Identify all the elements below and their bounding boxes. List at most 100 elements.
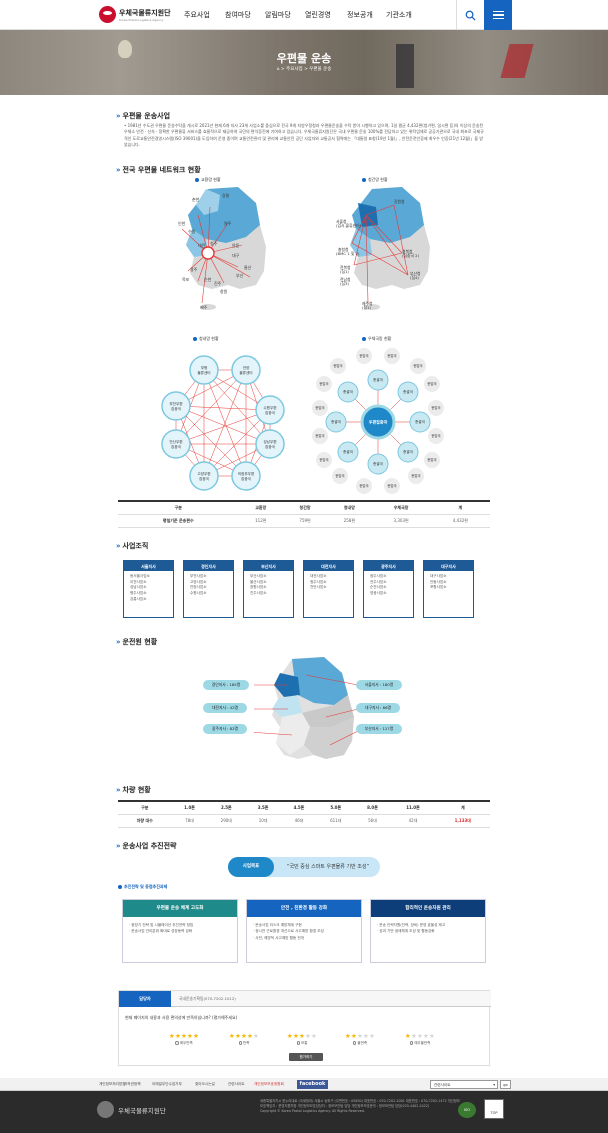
- office-item: 성남사업소: [130, 585, 147, 590]
- diagram-label-interregional: 청간망 현황: [362, 177, 388, 183]
- branch-offices: 동서울사업소 이천사업소 성남사업소 평주사업소 강릉사업소: [123, 571, 174, 618]
- branch-name: 경인지사: [183, 560, 234, 571]
- svg-text:(집4): (집4): [410, 275, 419, 280]
- central-hub-node: [360, 404, 396, 440]
- svg-text:(집1): (집1): [340, 269, 349, 274]
- svg-text:현업국: 현업국: [427, 381, 436, 386]
- svg-text:현업국: 현업국: [387, 353, 396, 358]
- strategy-title: 합리적인 운송자원 관리: [371, 900, 485, 917]
- nav-item[interactable]: 열린경영: [305, 11, 331, 19]
- diagram-label-intraregional: 청내망 현황: [193, 336, 219, 342]
- submit-rating-button[interactable]: 평가하기: [289, 1053, 323, 1061]
- survey-question: 현재 페이지의 내용과 사용 편의성에 만족하십니까? (평가해주세요): [125, 1015, 238, 1020]
- rating-option[interactable]: ★★★★★ 매우만족: [159, 1033, 209, 1046]
- hamburger-menu-button[interactable]: [484, 0, 512, 30]
- svg-text:진주: 진주: [214, 280, 222, 286]
- footer-link[interactable]: 이메일무단수집거부: [152, 1082, 182, 1086]
- section-heading: 전국 우편물 네트워크 현황: [122, 166, 201, 174]
- svg-text:현업국: 현업국: [359, 353, 368, 358]
- office-item: 포항사업소: [430, 585, 447, 590]
- radio-icon: [409, 1041, 414, 1045]
- svg-text:서울청: 서울청: [336, 219, 347, 224]
- lightbulb-decoration: [118, 40, 132, 58]
- nav-item[interactable]: 정보공개: [347, 11, 373, 19]
- nav-item[interactable]: 참여마당: [225, 11, 251, 19]
- diagram-label: 교환망 현황: [201, 177, 221, 182]
- svg-text:성남우편: 성남우편: [263, 439, 276, 444]
- nav-item[interactable]: 알림마당: [265, 11, 291, 19]
- postoffice-network-diagram: 현업국 현업국현업국현업국현업국현업국현업국현업국현업국현업국현업국현업국현업국현…: [312, 348, 444, 494]
- footer-link[interactable]: 개인정보처리방침: [99, 1082, 126, 1086]
- svg-text:전북청: 전북청: [340, 265, 351, 270]
- network-summary-table: 구분 교환망 청간망 청내망 우체국망 계 평일기준 운송편수 112편 759…: [118, 500, 490, 528]
- nav-item[interactable]: 기관소개: [386, 11, 412, 19]
- leaf-nodes: [312, 348, 444, 494]
- svg-text:고양우편: 고양우편: [197, 471, 210, 476]
- table-header-cell: 청내망: [327, 500, 372, 515]
- office-item: 순천사업소: [370, 585, 387, 590]
- footer-link[interactable]: 관련사이트: [228, 1082, 245, 1086]
- svg-text:안동: 안동: [232, 242, 240, 248]
- rating-label-text: 매우불만족: [414, 1041, 431, 1045]
- vehicle-table: 구분 1.0톤 2.5톤 3.5톤 4.5톤 5.0톤 8.0톤 11.0톤 계…: [118, 800, 490, 828]
- strategy-item: · 사전, 예방적 사고예방 활동 전개: [253, 935, 304, 940]
- back-to-top-button[interactable]: TOP: [484, 1099, 504, 1119]
- svg-text:총괄국: 총괄국: [415, 419, 426, 424]
- footer-link[interactable]: 개인정보보호위원회: [254, 1082, 284, 1086]
- site-logo[interactable]: 우체국물류지원단 Korea Postal Logistics Agency: [99, 6, 171, 23]
- svg-text:물류센터: 물류센터: [239, 370, 252, 375]
- svg-text:총괄국: 총괄국: [403, 449, 414, 454]
- svg-text:총괄국: 총괄국: [373, 377, 384, 382]
- search-button[interactable]: [456, 0, 484, 30]
- rating-option[interactable]: ★★★★★ 매우불만족: [395, 1033, 445, 1046]
- korea-map-shape: [276, 713, 310, 755]
- rating-option[interactable]: ★★★★★ 보통: [277, 1033, 327, 1046]
- svg-text:현업국: 현업국: [387, 483, 396, 488]
- section-title-strategy: » 운송사업 추진전략: [116, 841, 177, 851]
- facebook-button[interactable]: facebook: [297, 1080, 328, 1089]
- table-cell: 759편: [282, 514, 328, 528]
- vision-banner: 사업목표 “국민 중심 스마트 우편물류 기반 조성”: [228, 857, 380, 877]
- footer-link[interactable]: 저작권정책: [124, 1082, 141, 1086]
- drivers-pointer-lines: [254, 674, 359, 746]
- rating-label: 보통: [277, 1041, 327, 1046]
- strategy-subtitle: 추진전략 및 중점추진과제: [118, 884, 167, 890]
- rating-option[interactable]: ★★★★★ 불만족: [335, 1033, 385, 1046]
- leaf-node-labels: 현업국 현업국현업국현업국현업국현업국현업국현업국현업국현업국현업국현업국현업국현…: [315, 353, 440, 488]
- table-cell: 평일기준 운송편수: [118, 514, 239, 528]
- svg-text:부산: 부산: [236, 272, 244, 278]
- svg-text:현업국: 현업국: [333, 363, 342, 368]
- search-icon: [465, 10, 476, 21]
- svg-text:(BMC 1 및 2): (BMC 1 및 2): [336, 251, 360, 256]
- rating-option[interactable]: ★★★★★ 만족: [219, 1033, 269, 1046]
- vision-tag: 사업목표: [228, 857, 274, 877]
- table-header-cell: 3.5톤: [245, 800, 282, 815]
- svg-text:현업국: 현업국: [315, 405, 324, 410]
- chevron-right-icon: »: [116, 638, 121, 646]
- table-cell: 611대: [316, 814, 355, 828]
- table-cell: 차량 대수: [118, 814, 172, 828]
- subtitle-text: 추진전략 및 중점추진과제: [124, 884, 168, 889]
- svg-text:현업국: 현업국: [315, 433, 324, 438]
- star-rating-icon: ★★★★★: [228, 1032, 260, 1040]
- main-nav: 주요사업 참여마당 알림마당 열린경영 정보공개 기관소개: [176, 0, 418, 30]
- go-button[interactable]: go: [500, 1080, 511, 1089]
- strategy-items: · 운송사업 리스크 예방체계 구현 · 정시안 근로환경 개선으로 사고예방 환…: [247, 917, 361, 946]
- rating-label-text: 보통: [301, 1041, 308, 1045]
- svg-text:(임시,물류센터): (임시,물류센터): [336, 223, 362, 228]
- svg-text:강릉: 강릉: [222, 192, 230, 198]
- office-item: 전주사업소: [370, 579, 387, 584]
- diagram-label: 우체국망 현황: [368, 336, 392, 341]
- copyright-text: Copyright © Korea Postal Logistics Agenc…: [260, 1109, 365, 1113]
- driver-count-label: 서울지사 : 180명: [356, 680, 402, 690]
- svg-text:현업국: 현업국: [413, 363, 422, 368]
- transport-description: • 1981년 수도권 우편물 운송수탁을 개시로 2021년 현재 6개 지사…: [124, 123, 484, 147]
- related-sites-select[interactable]: 관련사이트 ▾: [430, 1080, 498, 1089]
- tab-manager[interactable]: 담당자: [119, 991, 171, 1007]
- office-item: 수원사업소: [190, 591, 207, 596]
- chevron-right-icon: »: [116, 112, 121, 120]
- korea-map-shape: [272, 695, 302, 717]
- nav-item[interactable]: 주요사업: [184, 11, 210, 19]
- footer-link[interactable]: 찾아오시는길: [195, 1082, 215, 1086]
- address-text: 세종특별자치시 한누리대로 (국세청과) 서울시 송파구 (우편번호 : 058…: [260, 1099, 460, 1108]
